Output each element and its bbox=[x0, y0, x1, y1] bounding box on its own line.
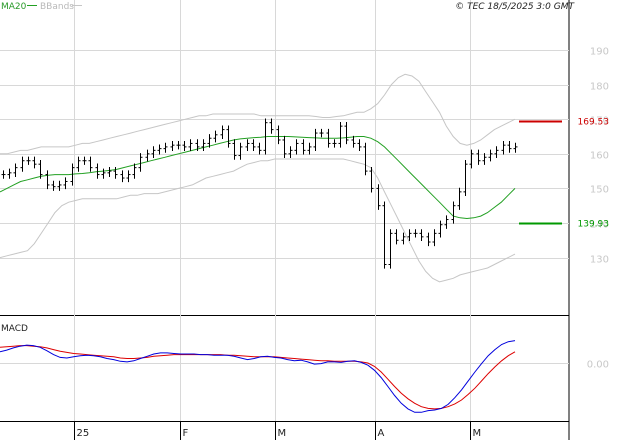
y-tick-130: 130 bbox=[590, 255, 609, 266]
resistance-label: 169.53 bbox=[578, 118, 610, 128]
y-tick-180: 180 bbox=[590, 82, 609, 93]
bband-upper-line bbox=[0, 73, 516, 155]
price-levels: 169.53 139.93 bbox=[519, 118, 609, 230]
macd-series bbox=[0, 340, 516, 413]
price-y-tick-labels: 130 140 150 160 170 180 190 bbox=[590, 47, 609, 266]
x-tick-M: M bbox=[473, 428, 482, 439]
bollinger-bands bbox=[0, 73, 516, 283]
macd-label: MACD bbox=[1, 324, 28, 334]
support-label: 139.93 bbox=[578, 220, 610, 230]
legend-bbands: BBands bbox=[40, 2, 74, 12]
price-bars bbox=[1, 118, 518, 269]
y-tick-190: 190 bbox=[590, 47, 609, 58]
macd-y-tick-zero: 0.00 bbox=[587, 360, 609, 371]
y-tick-160: 160 bbox=[590, 151, 609, 162]
price-gridlines bbox=[0, 0, 569, 421]
ma20-line bbox=[0, 136, 516, 220]
x-tick-labels: 25 F M A M bbox=[74, 421, 482, 440]
y-tick-150: 150 bbox=[590, 185, 609, 196]
macd-y-tick-labels: 0.00 bbox=[587, 360, 609, 371]
macd-line bbox=[0, 340, 516, 413]
x-tick-M: M bbox=[278, 428, 287, 439]
copyright: © TEC 18/5/2025 3:0 GMT bbox=[455, 2, 575, 12]
bband-lower-line bbox=[0, 158, 516, 283]
y-tick-170: 170 bbox=[590, 116, 609, 127]
signal-line bbox=[0, 345, 516, 410]
x-tick-A: A bbox=[378, 428, 385, 439]
x-tick-F: F bbox=[183, 428, 189, 439]
legend-ma20: MA20 bbox=[1, 2, 27, 12]
x-tick-25: 25 bbox=[77, 428, 90, 439]
y-tick-140: 140 bbox=[590, 220, 609, 231]
ma20-series bbox=[0, 136, 516, 220]
